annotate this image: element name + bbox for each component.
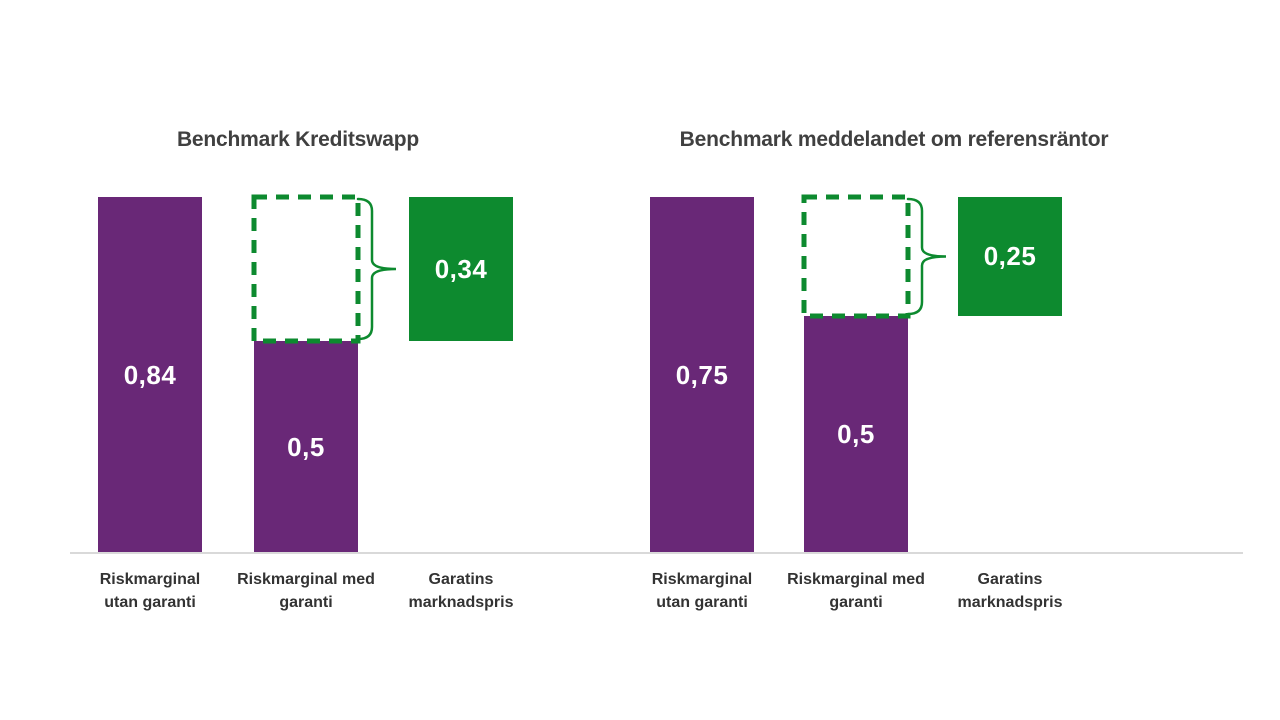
left-chart-title: Benchmark Kreditswapp — [176, 128, 420, 151]
category-label-riskmarginal-utan-garanti: Riskmarginal utan garanti — [651, 571, 753, 611]
x-axis-line — [70, 552, 1243, 554]
bar-value-label: 0,34 — [434, 253, 488, 284]
bar-garatins-marknadspris: 0,34 — [409, 197, 513, 341]
category-label-riskmarginal-med-garanti: Riskmarginal med garanti — [237, 571, 375, 611]
bar-garatins-marknadspris: 0,25 — [958, 197, 1062, 316]
category-label-garatins-marknadspris: Garatins marknadspris — [408, 571, 514, 611]
category-label-riskmarginal-utan-garanti: Riskmarginal utan garanti — [99, 571, 201, 611]
bar-value-label: 0,5 — [287, 431, 325, 462]
dashed-outline-box — [801, 194, 911, 319]
right-chart-title: Benchmark meddelandet om referensräntor — [679, 128, 1109, 151]
bar-value-label: 0,75 — [675, 359, 729, 390]
brace-bracket — [356, 197, 397, 341]
bar-riskmarginal-med-garanti: 0,5 — [254, 341, 358, 553]
bar-value-label: 0,84 — [123, 359, 177, 390]
bar-riskmarginal-utan-garanti: 0,75 — [650, 197, 754, 553]
dashed-outline-box — [251, 194, 361, 344]
category-label-garatins-marknadspris: Garatins marknadspris — [957, 571, 1063, 611]
bar-riskmarginal-med-garanti: 0,5 — [804, 316, 908, 553]
bar-riskmarginal-utan-garanti: 0,84 — [98, 197, 202, 553]
bar-value-label: 0,5 — [837, 419, 875, 449]
brace-bracket — [906, 197, 947, 316]
right-chart-plot: 0,75 Riskmarginal utan garanti 0,5 Riskmarg… — [650, 194, 1062, 611]
category-label-riskmarginal-med-garanti: Riskmarginal med garanti — [787, 571, 925, 611]
bar-value-label: 0,25 — [983, 241, 1037, 271]
left-chart-plot: 0,84 Riskmarginal utan garanti 0,5 Riskmarg… — [98, 194, 513, 611]
